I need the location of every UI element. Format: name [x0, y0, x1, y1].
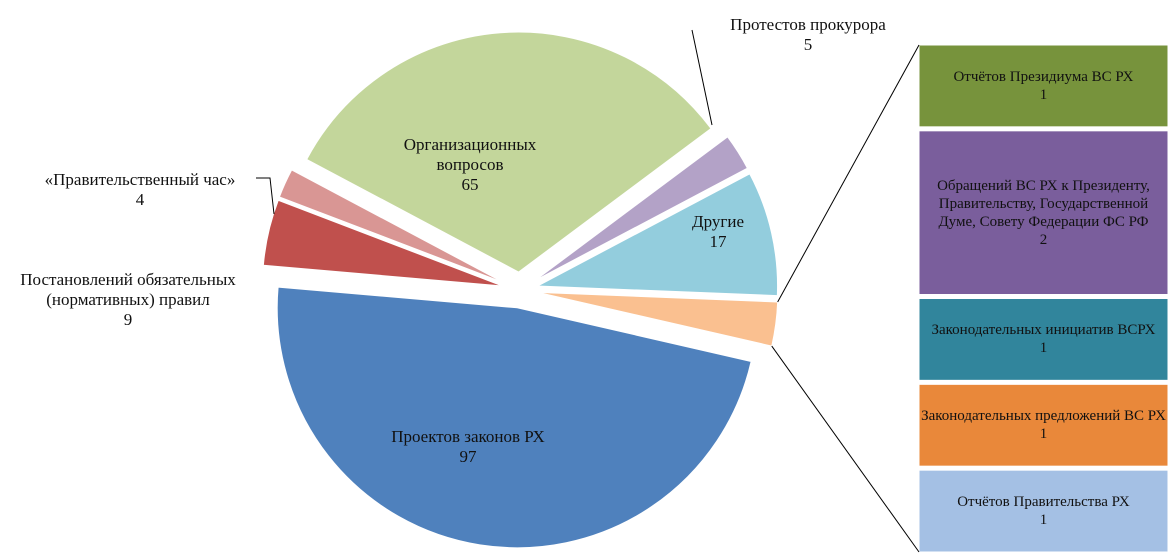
pie-slice — [306, 31, 712, 273]
slice-category: Постановлений обязательных (нормативных)… — [20, 270, 236, 309]
slice-value: 97 — [459, 447, 477, 466]
slice-value: 65 — [461, 175, 479, 194]
bar-value: 1 — [1039, 512, 1048, 529]
pie-slice — [262, 199, 503, 287]
pie-slice — [276, 286, 752, 549]
connector — [771, 345, 920, 553]
pie-slice — [537, 291, 779, 347]
pie-slice — [535, 173, 779, 297]
bar-value: 1 — [1039, 340, 1048, 357]
slice-label: Проектов законов РХ 97 — [348, 427, 588, 467]
bar-label: Отчётов Правительства РХ 1 — [919, 470, 1168, 552]
slice-value: 4 — [135, 190, 145, 209]
bar-category: Законодательных инициатив ВСРХ — [931, 322, 1156, 339]
bar-segment — [918, 298, 1169, 381]
bar-category: Законодательных предложений ВС РХ — [921, 408, 1166, 425]
slice-label: «Правительственный час» 4 — [40, 170, 240, 210]
slice-value: 5 — [803, 35, 813, 54]
slice-value: 9 — [123, 310, 133, 329]
bar-segment — [918, 383, 1169, 467]
pie-slice — [278, 169, 504, 284]
bar-label: Отчётов Президиума ВС РХ 1 — [919, 45, 1168, 127]
bar-category: Отчётов Правительства РХ — [957, 494, 1130, 511]
bar-label: Законодательных предложений ВС РХ 1 — [919, 384, 1168, 466]
slice-category: «Правительственный час» — [44, 170, 236, 189]
slice-label: Другие 17 — [668, 212, 768, 252]
bar-segment — [918, 469, 1169, 553]
slice-category: Другие — [692, 212, 744, 231]
leader-line — [691, 29, 713, 126]
bar-label: Обращений ВС РХ к Президенту, Правительс… — [919, 131, 1168, 295]
bar-label: Законодательных инициатив ВСРХ 1 — [919, 299, 1168, 381]
leader-line — [256, 177, 275, 215]
bar-value: 1 — [1039, 426, 1048, 443]
slice-category: Организационных вопросов — [403, 135, 537, 174]
bar-value: 1 — [1039, 86, 1048, 103]
bar-segment — [918, 44, 1169, 128]
bar-value: 2 — [1039, 231, 1048, 248]
bar-category: Отчётов Президиума ВС РХ — [953, 68, 1134, 85]
slice-category: Проектов законов РХ — [391, 427, 545, 446]
slice-label: Организационных вопросов 65 — [385, 135, 555, 195]
bar-segment — [918, 130, 1169, 295]
slice-label: Протестов прокурора 5 — [688, 15, 928, 55]
slice-value: 17 — [709, 232, 727, 251]
pie-slice — [534, 136, 749, 281]
bar-category: Обращений ВС РХ к Президенту, Правительс… — [937, 177, 1150, 230]
slice-label: Постановлений обязательных (нормативных)… — [3, 270, 253, 330]
connector — [777, 44, 920, 303]
slice-category: Протестов прокурора — [730, 15, 886, 34]
